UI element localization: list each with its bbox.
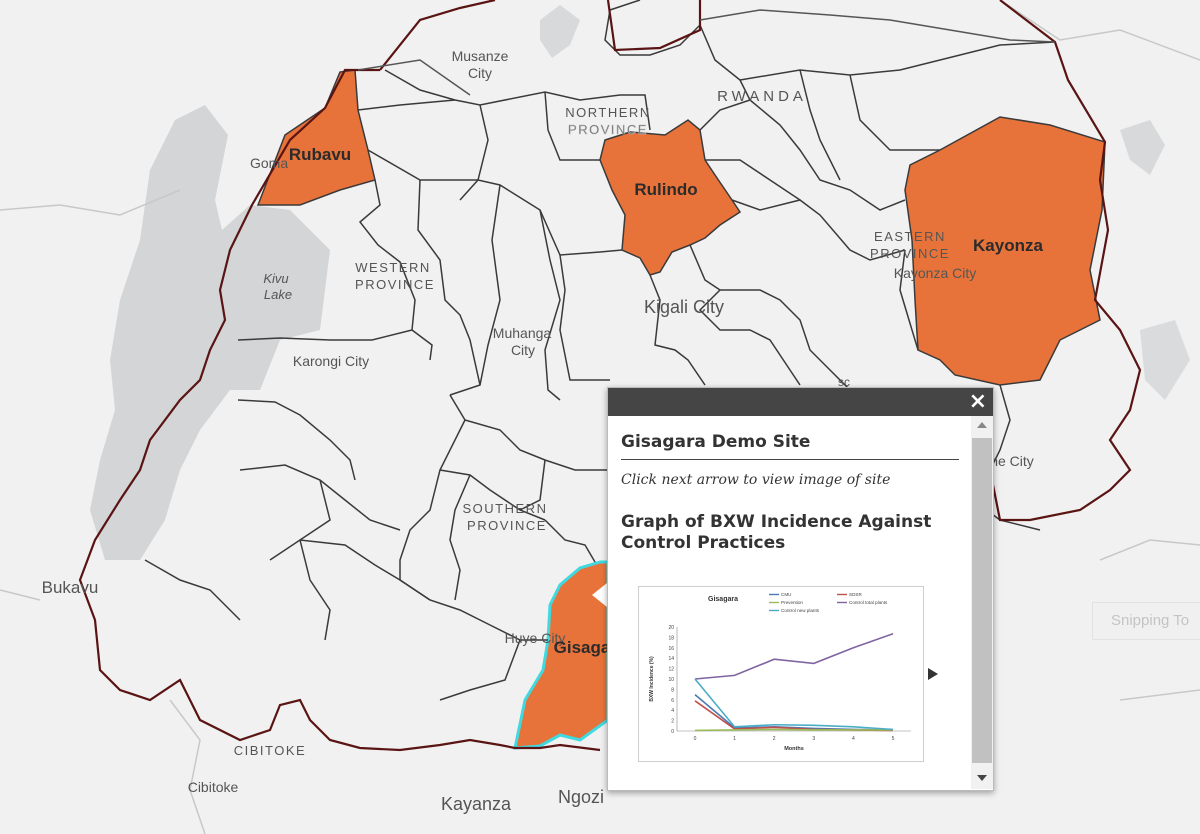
chart-image[interactable]: Gisagara 0 2 4 6 8 10 12 14 16 18 20 0 1 2 3 4 5 Months BXW… — [638, 586, 924, 762]
label-karongi: Karongi City — [293, 353, 369, 369]
label-kayanza: Kayanza — [441, 794, 512, 814]
east-border — [699, 9, 1056, 43]
label-musanze-1: Musanze — [452, 48, 509, 64]
chart-x-tick-label: 3 — [812, 736, 815, 742]
chart-y-tick-label: 18 — [668, 635, 674, 641]
chart-x-tick-label: 1 — [733, 736, 736, 742]
lake-east — [1120, 120, 1165, 175]
label-kivu-2: Lake — [264, 287, 292, 302]
chart-y-tick-label: 12 — [668, 667, 674, 673]
popup-header: × — [608, 388, 993, 416]
label-northern-1: NORTHERN — [565, 105, 650, 120]
chart-legend-label: CMU — [781, 592, 791, 597]
snipping-tool-overlay: Snipping To — [1092, 602, 1200, 640]
label-partial-city: he City — [990, 453, 1034, 469]
label-kayonza: Kayonza — [973, 236, 1043, 255]
label-rubavu: Rubavu — [289, 145, 351, 164]
scroll-thumb[interactable] — [972, 438, 992, 763]
label-gisagara: Gisaga — [554, 638, 611, 657]
chart-y-axis-label: BXW Incidence (%) — [649, 656, 655, 702]
label-kigali: Kigali City — [644, 297, 724, 317]
scroll-up-icon[interactable] — [977, 422, 987, 428]
snipping-tool-label: Snipping To — [1111, 612, 1190, 629]
popup-content: Gisagara Demo Site Click next arrow to v… — [608, 416, 970, 789]
next-arrow-icon[interactable] — [928, 668, 938, 680]
popup-scrollbar[interactable] — [971, 416, 993, 789]
label-bukavu: Bukavu — [42, 578, 99, 597]
label-southern-1: SOUTHERN — [463, 501, 548, 516]
close-icon[interactable]: × — [968, 389, 987, 414]
northern-border — [357, 59, 471, 96]
label-muhanga-1: Muhanga — [493, 325, 552, 341]
label-eastern-1: EASTERN — [874, 229, 946, 244]
title-divider — [621, 459, 959, 460]
district-rulindo[interactable] — [599, 119, 742, 276]
label-musanze-2: City — [468, 65, 492, 81]
lake-east-2 — [1140, 320, 1190, 400]
popup-instruction: Click next arrow to view image of site — [621, 472, 891, 488]
chart-legend-label: Prevention — [781, 600, 803, 605]
map-labels: Musanze City RWANDA NORTHERN PROVINCE Go… — [42, 48, 1044, 814]
chart-y-tick-label: 14 — [668, 656, 674, 662]
chart-series-line — [694, 633, 894, 680]
chart-y-tick-label: 20 — [668, 625, 674, 631]
scroll-down-icon[interactable] — [977, 775, 987, 781]
label-southern-2: PROVINCE — [467, 518, 547, 533]
label-ngozi: Ngozi — [558, 787, 604, 807]
country-border — [78, 0, 1142, 752]
label-northern-2: PROVINCE — [568, 122, 648, 137]
lake-north — [540, 5, 580, 58]
chart-legend-label: Control new plants — [781, 608, 820, 613]
graph-heading: Graph of BXW Incidence Against Control P… — [621, 512, 932, 553]
label-kayonza-city: Kayonza City — [894, 265, 976, 281]
chart-y-tick-label: 2 — [671, 719, 674, 725]
chart-y-tick-label: 4 — [671, 708, 674, 714]
label-kivu-1: Kivu — [263, 271, 288, 286]
district-boundaries — [144, 0, 1056, 701]
chart-x-tick-label: 5 — [892, 736, 895, 742]
lake-kivu — [90, 105, 330, 560]
popup-title: Gisagara Demo Site — [621, 432, 811, 452]
label-partial-other: sc — [838, 375, 850, 389]
district-gisagara[interactable] — [513, 560, 610, 750]
chart-legend-label: Control total plants — [849, 600, 888, 605]
chart-y-tick-label: 16 — [668, 646, 674, 652]
chart-x-axis-label: Months — [784, 746, 804, 752]
chart-y-tick-label: 8 — [671, 687, 674, 693]
chart-legend-label: SDSR — [849, 592, 862, 597]
info-popup: × Gisagara Demo Site Click next arrow to… — [607, 387, 994, 791]
label-rulindo: Rulindo — [634, 180, 697, 199]
label-cibitoke-region: CIBITOKE — [234, 743, 306, 758]
label-cibitoke: Cibitoke — [188, 779, 239, 795]
label-eastern-2: PROVINCE — [870, 246, 950, 261]
chart-title: Gisagara — [708, 596, 738, 603]
label-western-2: PROVINCE — [355, 277, 435, 292]
label-goma: Goma — [250, 155, 288, 171]
chart-series-line — [694, 678, 894, 731]
district-kayonza[interactable] — [904, 116, 1106, 386]
chart-x-tick-label: 2 — [773, 736, 776, 742]
chart-x-tick-label: 4 — [852, 736, 855, 742]
label-western-1: WESTERN — [355, 260, 431, 275]
chart-series-line — [694, 728, 893, 732]
label-huye: Huye City — [505, 630, 566, 646]
label-muhanga-2: City — [511, 342, 535, 358]
chart-x-tick-label: 0 — [694, 736, 697, 742]
chart-y-tick-label: 10 — [668, 677, 674, 683]
label-country: RWANDA — [717, 88, 807, 105]
popup-pointer — [592, 583, 607, 607]
chart-y-tick-label: 0 — [671, 729, 674, 735]
chart-y-tick-label: 6 — [671, 698, 674, 704]
